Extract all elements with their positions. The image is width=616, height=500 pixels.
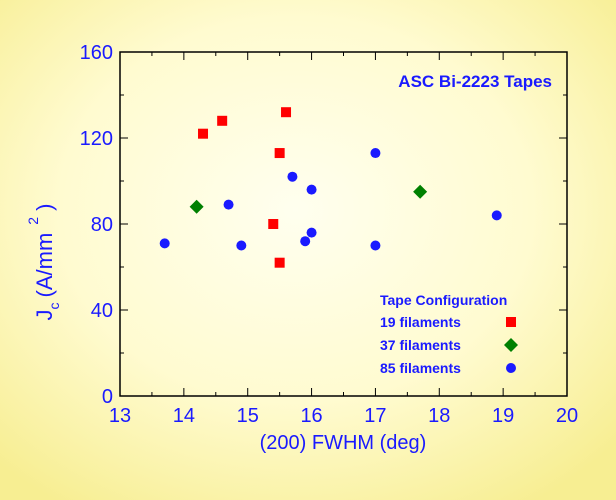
data-point-square [268, 219, 279, 229]
legend-marker-diamond [504, 338, 518, 352]
data-point-circle [287, 171, 298, 182]
data-point-circle [491, 210, 502, 221]
y-axis-label-group: Jc (A/mm 2) [25, 204, 62, 321]
y-tick-label: 40 [91, 300, 113, 322]
legend-entry-label: 19 filaments [380, 314, 461, 330]
data-point-diamond [413, 184, 428, 199]
x-tick-label: 14 [173, 405, 195, 427]
y-axis-label: Jc (A/mm 2) [25, 204, 62, 321]
data-point-square [274, 257, 285, 268]
x-axis-label: (200) FWHM (deg) [260, 432, 427, 454]
legend-marker-square [506, 317, 516, 327]
x-tick-label: 19 [492, 405, 514, 427]
x-tick-label: 15 [237, 405, 259, 427]
data-point-circle [306, 184, 317, 195]
y-tick-label: 0 [102, 386, 113, 408]
legend: Tape Configuration 19 filaments 37 filame… [380, 292, 518, 376]
y-tick-label: 80 [91, 214, 113, 236]
data-point-diamond [189, 199, 204, 214]
data-point-square [274, 148, 285, 159]
data-point-square [281, 107, 292, 118]
y-tick-label: 160 [80, 42, 113, 64]
legend-entry-label: 85 filaments [380, 360, 461, 376]
x-tick-label: 20 [556, 405, 578, 427]
y-axis-label-close: ) [32, 204, 57, 211]
y-axis-label-symbol: J [32, 309, 57, 320]
y-axis-label-unit: (A/mm [32, 233, 57, 298]
data-point-circle [370, 240, 381, 251]
data-point-circle [306, 227, 317, 238]
y-axis-label-subscript: c [46, 302, 62, 309]
legend-entries: 19 filaments 37 filaments 85 filaments [380, 314, 518, 376]
chart-title: ASC Bi-2223 Tapes [398, 72, 552, 91]
data-point-circle [159, 238, 170, 249]
y-axis-label-superscript: 2 [25, 217, 41, 225]
x-tick-labels: 13 14 15 16 17 18 19 20 [109, 405, 578, 427]
data-point-square [217, 115, 228, 126]
data-point-circle [370, 148, 381, 159]
data-point-circle [236, 240, 247, 251]
data-point-square [198, 128, 209, 139]
legend-title: Tape Configuration [380, 292, 507, 308]
y-tick-label: 120 [80, 128, 113, 150]
x-tick-label: 17 [364, 405, 386, 427]
x-tick-label: 16 [300, 405, 322, 427]
axis-ticks [119, 51, 568, 397]
y-tick-labels: 0 40 80 120 160 [80, 42, 113, 408]
x-tick-label: 13 [109, 405, 131, 427]
legend-marker-circle [506, 363, 516, 373]
data-point-circle [300, 236, 311, 247]
data-points [159, 107, 502, 268]
data-point-circle [223, 199, 234, 210]
x-tick-label: 18 [428, 405, 450, 427]
legend-entry-label: 37 filaments [380, 337, 461, 353]
